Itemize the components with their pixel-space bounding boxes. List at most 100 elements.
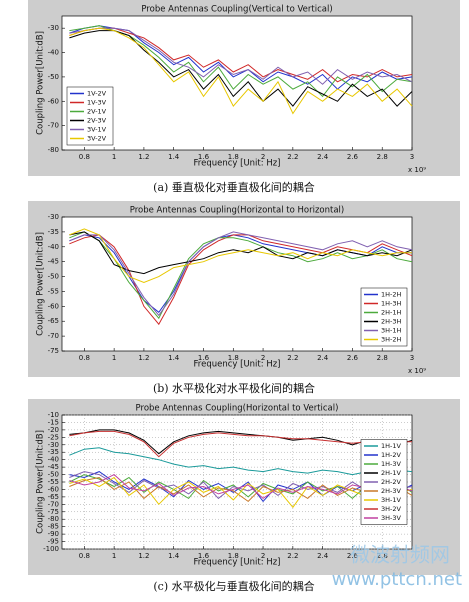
x-tick-label: 1.8 bbox=[228, 552, 239, 560]
y-tick-label: -65 bbox=[48, 493, 59, 501]
y-tick-label: -80 bbox=[48, 146, 59, 154]
x-tick-label: 3 bbox=[410, 354, 414, 362]
legend-label: 2V-1V bbox=[87, 108, 107, 116]
x-tick-label: 2.8 bbox=[377, 552, 388, 560]
x-tick-label: 2 bbox=[261, 153, 265, 161]
x-tick-label: 2.6 bbox=[347, 153, 359, 161]
x-tick-label: 2.8 bbox=[377, 153, 388, 161]
y-tick-label: -30 bbox=[48, 441, 59, 449]
y-tick-label: -100 bbox=[43, 545, 59, 553]
y-tick-label: -70 bbox=[48, 122, 59, 130]
y-tick-label: -60 bbox=[48, 302, 59, 310]
y-tick-label: -35 bbox=[48, 448, 59, 456]
legend-label: 3V-1V bbox=[87, 126, 107, 134]
x-tick-label: 0.8 bbox=[79, 552, 90, 560]
caption: (c) 水平极化与垂直极化间的耦合 bbox=[153, 579, 314, 593]
y-tick-label: -40 bbox=[48, 49, 59, 57]
y-tick-label: -55 bbox=[48, 478, 59, 486]
series-line bbox=[69, 27, 413, 115]
series-line bbox=[69, 30, 413, 107]
y-tick-label: -60 bbox=[48, 97, 59, 105]
y-tick-label: -30 bbox=[48, 24, 59, 32]
watermark-url: www.pttcn.net bbox=[332, 569, 462, 590]
x-tick-label: 2.8 bbox=[377, 354, 388, 362]
x-tick-label: 1 bbox=[112, 552, 116, 560]
x-tick-label: 1.4 bbox=[168, 552, 180, 560]
y-tick-label: -35 bbox=[48, 228, 59, 236]
series-line bbox=[69, 474, 413, 500]
y-tick-label: -50 bbox=[48, 471, 59, 479]
caption: (b) 水平极化对水平极化间的耦合 bbox=[153, 381, 315, 395]
x-tick-label: 3 bbox=[410, 153, 414, 161]
series-line bbox=[69, 430, 412, 458]
legend-label: 2H-3V bbox=[381, 487, 402, 495]
x-tick-label: 1.4 bbox=[168, 153, 180, 161]
legend-label: 1H-2H bbox=[381, 291, 402, 299]
y-tick-label: -30 bbox=[48, 213, 59, 221]
y-tick-label: -50 bbox=[48, 73, 59, 81]
y-tick-label: -70 bbox=[48, 332, 59, 340]
series-line bbox=[69, 476, 413, 503]
legend-label: 3H-3V bbox=[381, 514, 402, 522]
legend-label: 3H-2H bbox=[381, 336, 402, 344]
legend-label: 2H-1H bbox=[381, 309, 402, 317]
chart-panel: Probe Antennas Coupling(Horizontal to Ve… bbox=[28, 399, 460, 575]
x-tick-label: 0.8 bbox=[79, 354, 90, 362]
x-axis-label: Frequency [Unit: Hz] bbox=[194, 360, 281, 370]
x-tick-label: 1.2 bbox=[138, 354, 149, 362]
legend-box bbox=[66, 86, 114, 146]
legend-label: 3V-2V bbox=[87, 135, 107, 143]
legend-label: 3H-1V bbox=[381, 496, 402, 504]
y-tick-label: -15 bbox=[48, 418, 59, 426]
series-line bbox=[69, 231, 413, 317]
x-tick-label: 1.6 bbox=[198, 153, 210, 161]
series-line bbox=[69, 429, 413, 455]
chart-panel: Probe Antennas Coupling(Vertical to Vert… bbox=[28, 0, 460, 176]
x-tick-label: 1.4 bbox=[168, 354, 180, 362]
legend-label: 2H-1V bbox=[381, 469, 402, 477]
y-axis-label: Coupling Power[Unit:dB] bbox=[36, 31, 46, 135]
x-tick-label: 2.2 bbox=[287, 153, 298, 161]
x-tick-label: 2 bbox=[261, 354, 265, 362]
chart-title: Probe Antennas Coupling(Horizontal to Ho… bbox=[130, 206, 344, 216]
legend-label: 1H-1V bbox=[381, 442, 402, 450]
x-tick-label: 2 bbox=[261, 552, 265, 560]
x-tick-label: 1.8 bbox=[228, 354, 239, 362]
x-tick-label: 2.4 bbox=[317, 153, 329, 161]
legend-label: 2H-2V bbox=[381, 478, 402, 486]
y-tick-label: -55 bbox=[48, 287, 59, 295]
watermark-brand: 微波射频网 bbox=[350, 543, 450, 567]
x-tick-label: 0.8 bbox=[79, 153, 90, 161]
x-axis-label: Frequency [Unit: Hz] bbox=[194, 558, 281, 568]
y-tick-label: -65 bbox=[48, 317, 59, 325]
y-tick-label: -85 bbox=[48, 523, 59, 531]
legend-label: 3H-1H bbox=[381, 327, 402, 335]
legend-label: 1H-2V bbox=[381, 451, 402, 459]
y-tick-label: -95 bbox=[48, 538, 59, 546]
series-line bbox=[69, 231, 413, 320]
y-tick-label: -60 bbox=[48, 485, 59, 493]
x-tick-label: 1.2 bbox=[138, 153, 149, 161]
legend-label: 1H-3V bbox=[381, 460, 402, 468]
x-tick-label: 2.2 bbox=[287, 552, 298, 560]
y-tick-label: -45 bbox=[48, 463, 59, 471]
y-tick-label: -10 bbox=[48, 411, 59, 419]
y-axis-label: Coupling Power[Unit:dB] bbox=[36, 430, 46, 534]
x-tick-label: 2.2 bbox=[287, 354, 298, 362]
plot-area bbox=[61, 15, 413, 151]
x-tick-label: 1 bbox=[112, 354, 116, 362]
x-tick-label: 1.6 bbox=[198, 552, 210, 560]
y-tick-label: -40 bbox=[48, 456, 59, 464]
legend-label: 1V-2V bbox=[87, 90, 107, 98]
series-line bbox=[69, 474, 413, 500]
y-tick-label: -80 bbox=[48, 515, 59, 523]
series-line bbox=[69, 476, 413, 509]
y-tick-label: -70 bbox=[48, 500, 59, 508]
x-exponent: x 10⁹ bbox=[408, 166, 426, 174]
y-tick-label: -45 bbox=[48, 258, 59, 266]
x-tick-label: 2.6 bbox=[347, 354, 359, 362]
legend-label: 2V-3V bbox=[87, 117, 107, 125]
x-tick-label: 2.4 bbox=[317, 354, 329, 362]
legend-label: 3H-2V bbox=[381, 505, 402, 513]
